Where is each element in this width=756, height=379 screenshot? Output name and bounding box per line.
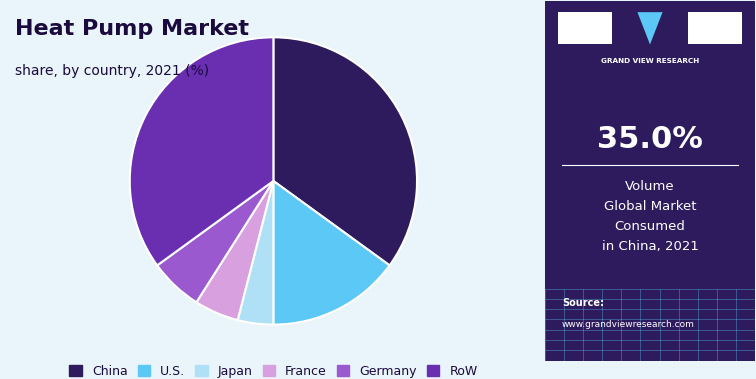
Wedge shape [197, 181, 274, 320]
Wedge shape [157, 181, 274, 302]
Legend: China, U.S., Japan, France, Germany, RoW: China, U.S., Japan, France, Germany, RoW [64, 360, 482, 379]
Wedge shape [274, 37, 417, 265]
Wedge shape [274, 181, 389, 324]
Text: share, by country, 2021 (%): share, by country, 2021 (%) [15, 64, 209, 78]
Bar [688, 12, 742, 44]
Text: www.grandviewresearch.com: www.grandviewresearch.com [562, 320, 695, 329]
Bar [558, 12, 612, 44]
Text: Heat Pump Market: Heat Pump Market [15, 19, 249, 39]
Text: Volume
Global Market
Consumed
in China, 2021: Volume Global Market Consumed in China, … [602, 180, 699, 254]
Wedge shape [237, 181, 274, 324]
Polygon shape [637, 12, 662, 44]
Wedge shape [130, 37, 274, 265]
Text: 35.0%: 35.0% [597, 125, 703, 154]
Text: GRAND VIEW RESEARCH: GRAND VIEW RESEARCH [601, 58, 699, 64]
Text: Source:: Source: [562, 298, 604, 308]
